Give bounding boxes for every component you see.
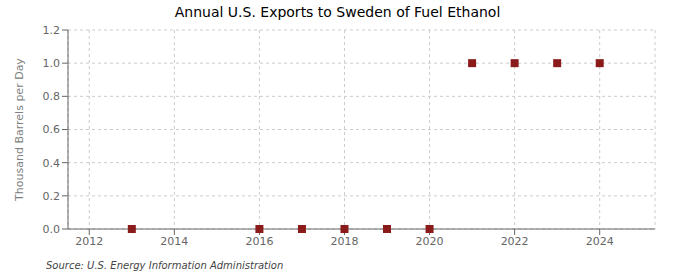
svg-text:1.2: 1.2 (43, 24, 61, 37)
svg-text:2022: 2022 (501, 235, 529, 248)
svg-text:2014: 2014 (160, 235, 188, 248)
svg-text:2024: 2024 (586, 235, 614, 248)
svg-text:0.6: 0.6 (43, 123, 61, 136)
svg-text:1.0: 1.0 (43, 57, 61, 70)
svg-text:2016: 2016 (245, 235, 273, 248)
svg-text:0.2: 0.2 (43, 190, 61, 203)
svg-text:0.8: 0.8 (43, 90, 61, 103)
svg-text:2018: 2018 (330, 235, 358, 248)
svg-text:Thousand Barrels per Day: Thousand Barrels per Day (13, 58, 26, 202)
html-text:Annual U.S. Exports to Sweden: Annual U.S. Exports to Sweden of Fuel Et… (174, 4, 501, 20)
svg-text:0.4: 0.4 (43, 157, 61, 170)
html-text:Source: U.S. Energy Informatio: Source: U.S. Energy Information Administ… (46, 260, 284, 271)
svg-text:2020: 2020 (416, 235, 444, 248)
svg-text:2012: 2012 (75, 235, 103, 248)
svg-text:0.0: 0.0 (43, 223, 61, 236)
